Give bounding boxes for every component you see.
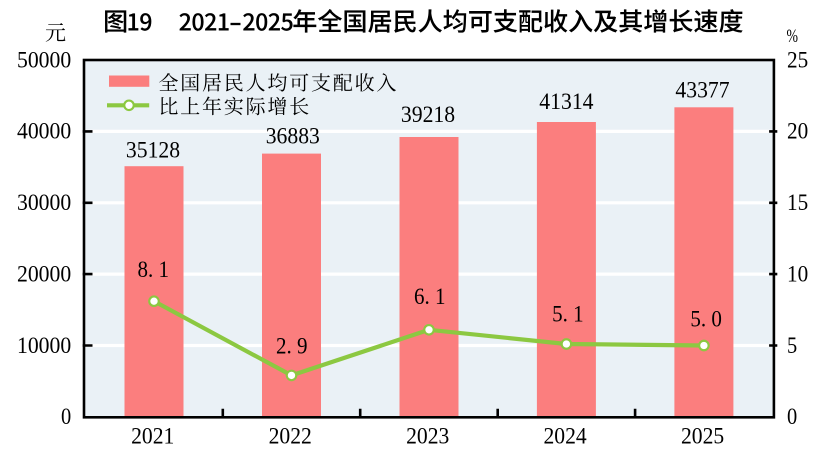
svg-text:5. 1: 5. 1 (552, 302, 584, 327)
svg-text:5. 0: 5. 0 (690, 307, 722, 332)
svg-text:6. 1: 6. 1 (414, 284, 446, 309)
svg-text:41314: 41314 (539, 89, 593, 114)
svg-text:5: 5 (787, 333, 797, 358)
svg-text:10000: 10000 (17, 333, 71, 358)
svg-text:0: 0 (787, 404, 797, 429)
svg-text:43377: 43377 (675, 78, 729, 103)
svg-text:40000: 40000 (17, 119, 71, 144)
svg-text:2025: 2025 (681, 424, 724, 449)
svg-text:2022: 2022 (269, 424, 312, 449)
svg-text:2023: 2023 (406, 424, 449, 449)
svg-text:25: 25 (787, 47, 808, 72)
svg-text:20000: 20000 (17, 261, 71, 286)
svg-text:50000: 50000 (17, 47, 71, 72)
svg-text:39218: 39218 (401, 102, 455, 127)
svg-text:2024: 2024 (544, 424, 587, 449)
svg-text:%: % (786, 27, 798, 47)
svg-text:36883: 36883 (266, 124, 320, 149)
svg-text:15: 15 (787, 190, 808, 215)
svg-text:2021: 2021 (131, 424, 174, 449)
svg-text:10: 10 (787, 261, 808, 286)
svg-text:2. 9: 2. 9 (276, 333, 308, 358)
svg-text:20: 20 (787, 119, 808, 144)
svg-text:30000: 30000 (17, 190, 71, 215)
svg-text:0: 0 (61, 404, 71, 429)
svg-text:8. 1: 8. 1 (138, 257, 170, 282)
svg-text:35128: 35128 (126, 137, 180, 162)
